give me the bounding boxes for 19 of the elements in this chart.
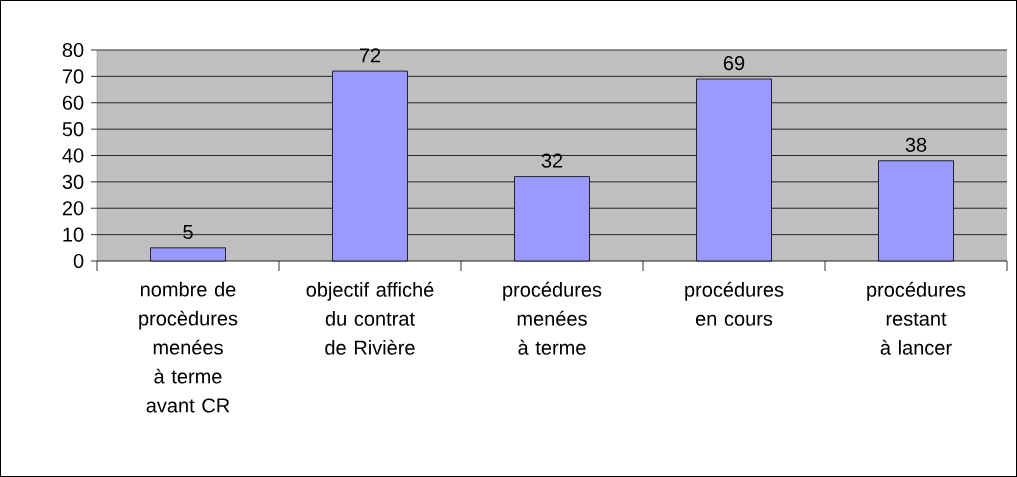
x-tick-label: objectif affiché du contrat de Rivière (306, 281, 434, 355)
y-tick-label: 60 (62, 95, 84, 110)
y-tick-label: 50 (62, 122, 84, 137)
x-tick-label: procédures menées à terme (503, 281, 602, 355)
y-tick-label: 0 (73, 253, 84, 269)
y-tick-label: 30 (62, 174, 84, 189)
y-tick-label: 70 (62, 69, 84, 84)
y-tick-label: 20 (62, 201, 84, 216)
data-label: 72 (359, 48, 381, 63)
x-tick-label: nombre de procèdures menées à terme avant CR (139, 281, 238, 413)
x-tick-label: procédures en cours (685, 281, 784, 326)
y-tick-label: 10 (63, 227, 84, 242)
data-label: 38 (905, 137, 927, 152)
y-tick-label: 80 (62, 42, 84, 58)
x-tick-label: procédures restant à lancer (867, 281, 966, 355)
y-tick-label: 40 (62, 148, 84, 163)
data-label: 69 (723, 55, 745, 71)
bar (150, 247, 226, 262)
data-label: 32 (541, 153, 563, 168)
